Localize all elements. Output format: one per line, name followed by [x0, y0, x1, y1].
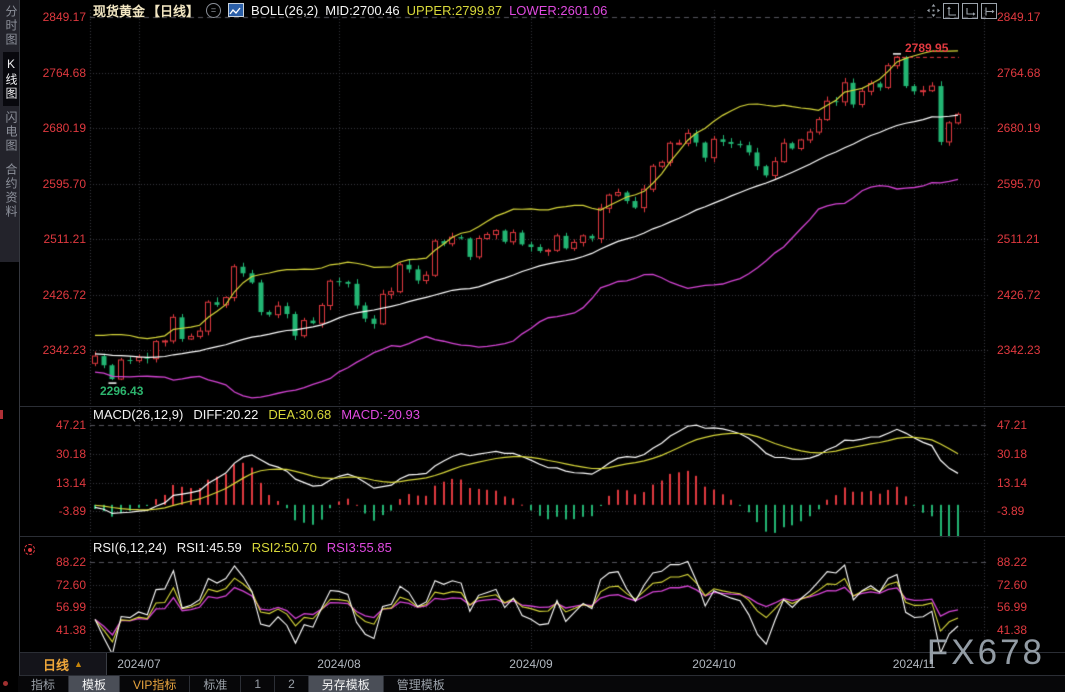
boll-name-label: BOLL(26,2): [251, 2, 319, 18]
x-axis-month-label: 2024/11: [892, 657, 936, 671]
x-axis-month-label: 2024/08: [317, 657, 361, 671]
toolbar-item-save-template[interactable]: 另存模板: [307, 676, 383, 692]
pan-icon[interactable]: [926, 3, 940, 17]
sidebar-item-intraday-chart[interactable]: 分时图: [4, 5, 18, 47]
instrument-menu-icon[interactable]: =: [206, 2, 222, 18]
axis-label-left: 2511.21: [43, 232, 87, 246]
axis-label-left: 2426.72: [42, 288, 86, 302]
axis-label-right: 2680.19: [997, 121, 1041, 135]
panel-resize-handle-rsi[interactable]: [20, 536, 1065, 537]
axis-label-left: 2595.70: [42, 177, 86, 191]
chart-window-controls: [926, 3, 997, 19]
indicator-chart-icon[interactable]: [228, 3, 245, 17]
macd-diff-value: DIFF:20.22: [193, 407, 259, 422]
axis-label-right: 2426.72: [997, 288, 1041, 302]
axis-label-left: -3.89: [58, 504, 86, 518]
axis-label-right: 30.18: [997, 447, 1028, 461]
watermark: FX678: [926, 633, 1045, 672]
axis-label-right: 2764.68: [997, 66, 1041, 80]
axis-label-left: 30.18: [55, 447, 86, 461]
sidebar-item-flash-chart[interactable]: 闪电图: [4, 111, 18, 153]
chart-header: 现货黄金 【日线】 = BOLL(26,2) MID:2700.46 UPPER…: [93, 2, 608, 19]
axis-label-left: 72.60: [55, 578, 86, 592]
chart-type-sidebar: 分时图 K线图 闪电图 合约资料: [0, 0, 20, 262]
axis-label-left: 2680.19: [42, 121, 86, 135]
zoom-horizontal-icon[interactable]: [962, 3, 978, 19]
panel-marker-icon: [0, 410, 3, 419]
axis-label-right: 2342.23: [997, 343, 1041, 357]
period-tab-daily[interactable]: 日线 ▲: [20, 653, 107, 675]
axis-label-right: 88.22: [997, 555, 1028, 569]
macd-panel-header: MACD(26,12,9) DIFF:20.22 DEA:30.68 MACD:…: [93, 407, 420, 422]
period-label: 【日线】: [147, 3, 200, 19]
axis-label-right: 72.60: [997, 578, 1028, 592]
x-axis-month-label: 2024/07: [117, 657, 161, 671]
boll-lower-value: LOWER:2601.06: [509, 2, 608, 18]
period-tab-label: 日线: [43, 657, 70, 673]
toolbar-item-vip-indicator[interactable]: VIP指标: [119, 676, 189, 692]
axis-label-left: 2764.68: [42, 66, 86, 80]
rsi1-value: RSI1:45.59: [176, 540, 242, 555]
page-right-icon[interactable]: [981, 3, 997, 19]
rsi3-value: RSI3:55.85: [326, 540, 392, 555]
axis-label-right: 2595.70: [997, 177, 1041, 191]
x-axis-month-label: 2024/10: [692, 657, 736, 671]
rsi-panel-header: RSI(6,12,24) RSI1:45.59 RSI2:50.70 RSI3:…: [93, 540, 392, 555]
x-axis-month-label: 2024/09: [509, 657, 553, 671]
axis-label-right: 2849.17: [997, 10, 1041, 24]
panel-resize-handle-macd[interactable]: [20, 406, 1065, 407]
toolbar-item-manage-template[interactable]: 管理模板: [382, 676, 458, 692]
toolbar-item-template-1[interactable]: 1: [240, 676, 274, 692]
axis-label-right: 41.38: [997, 623, 1028, 637]
sidebar-divider: [19, 0, 20, 692]
axis-label-right: -3.89: [997, 504, 1025, 518]
axis-label-right: 56.99: [997, 600, 1028, 614]
toolbar-item-template-2[interactable]: 2: [274, 676, 308, 692]
toolbar-item-standard[interactable]: 标准: [189, 676, 240, 692]
highest-price-annotation: 2789.95: [905, 41, 949, 55]
sidebar-item-kline-chart[interactable]: K线图: [3, 52, 20, 106]
macd-title: MACD(26,12,9): [93, 407, 184, 422]
zoom-vertical-icon[interactable]: [943, 3, 959, 19]
toolbar-item-template[interactable]: 模板: [68, 676, 120, 692]
axis-label-right: 47.21: [997, 418, 1028, 432]
macd-dea-value: DEA:30.68: [268, 407, 332, 422]
sidebar-item-contract-info[interactable]: 合约资料: [4, 163, 18, 219]
axis-label-right: 13.14: [997, 476, 1028, 490]
axis-label-left: 41.38: [55, 623, 86, 637]
period-tab-arrow-icon: ▲: [74, 659, 83, 669]
axis-label-left: 47.21: [55, 418, 86, 432]
toolbar-marker-icon: [3, 681, 8, 686]
toolbar-item-indicator[interactable]: 指标: [31, 677, 56, 692]
rsi-title: RSI(6,12,24): [93, 540, 167, 555]
boll-mid-value: MID:2700.46: [325, 2, 400, 18]
macd-histogram-value: MACD:-20.93: [341, 407, 420, 422]
axis-label-left: 2342.23: [42, 343, 86, 357]
rsi2-value: RSI2:50.70: [251, 540, 317, 555]
axis-label-left: 56.99: [55, 600, 86, 614]
axis-label-left: 88.22: [55, 555, 86, 569]
bottom-toolbar: 指标 模板 VIP指标 标准 1 2 另存模板 管理模板: [18, 676, 1065, 692]
xaxis-top-divider: [20, 652, 1065, 653]
rsi-settings-icon[interactable]: [24, 544, 35, 555]
axis-label-left: 2849.17: [42, 10, 86, 24]
instrument-title: 现货黄金: [93, 3, 146, 19]
axis-label-left: 13.14: [55, 476, 86, 490]
lowest-price-annotation: 2296.43: [100, 384, 144, 398]
toolbar-top-divider: [20, 675, 1065, 676]
axis-label-right: 2511.21: [997, 232, 1040, 246]
boll-upper-value: UPPER:2799.87: [406, 2, 503, 18]
